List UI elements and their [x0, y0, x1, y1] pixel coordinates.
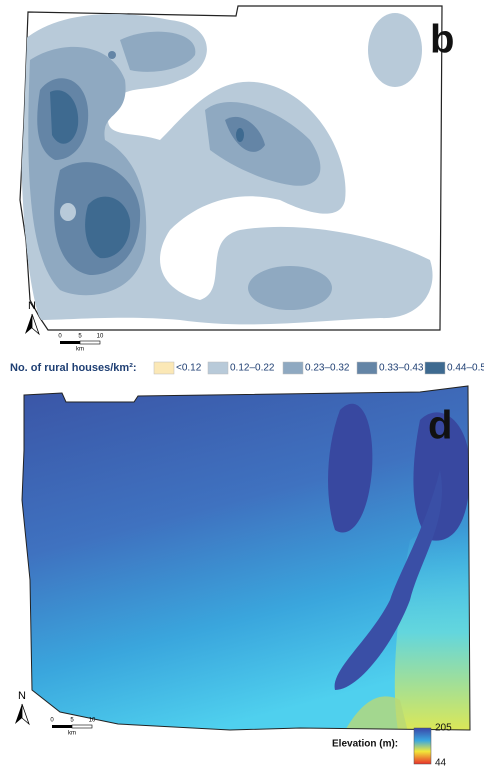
- legend-swatch: [154, 362, 174, 374]
- scale-tick-label: 0: [58, 334, 62, 340]
- figure: b N 0 5 10 km No. of rural houses/km²: <0.1…: [0, 0, 484, 769]
- scale-tick-label: 10: [89, 718, 96, 724]
- scale-tick-label: 5: [78, 334, 82, 340]
- scale-tick-label: 5: [70, 718, 74, 724]
- density-map: [20, 6, 442, 330]
- legend-label: <0.12: [176, 363, 202, 374]
- scale-segment: [52, 725, 72, 728]
- legend-label: 0.23–0.32: [305, 363, 350, 374]
- scale-bar: 0 5 10 km: [58, 334, 104, 353]
- scale-segment: [72, 725, 92, 728]
- density-legend: <0.12 0.12–0.22 0.23–0.32 0.33–0.43 0.44–0.5…: [154, 362, 484, 374]
- legend-label: 0.44–0.54: [447, 363, 484, 374]
- legend-label: 0.12–0.22: [230, 363, 275, 374]
- legend-swatch: [283, 362, 303, 374]
- scale-unit: km: [68, 731, 76, 737]
- legend-swatch: [208, 362, 228, 374]
- legend-swatch: [425, 362, 445, 374]
- north-arrow: N: [15, 690, 29, 724]
- north-label: N: [28, 300, 36, 312]
- scale-tick-label: 0: [50, 718, 54, 724]
- scale-tick-label: 10: [97, 334, 104, 340]
- scale-unit: km: [76, 347, 84, 353]
- legend-title: No. of rural houses/km²:: [10, 362, 137, 374]
- panel-letter: b: [430, 18, 454, 62]
- scale-segment: [80, 341, 100, 344]
- elevation-map: [0, 380, 484, 740]
- panel-letter: d: [428, 404, 452, 448]
- north-label: N: [18, 690, 26, 702]
- color-bar: [414, 728, 431, 764]
- scale-bar: 0 5 10 km: [50, 718, 96, 737]
- legend-swatch: [357, 362, 377, 374]
- scale-segment: [60, 341, 80, 344]
- legend-title: Elevation (m):: [332, 739, 398, 750]
- legend-min: 44: [435, 758, 447, 769]
- legend-label: 0.33–0.43: [379, 363, 424, 374]
- legend-max: 205: [435, 723, 452, 734]
